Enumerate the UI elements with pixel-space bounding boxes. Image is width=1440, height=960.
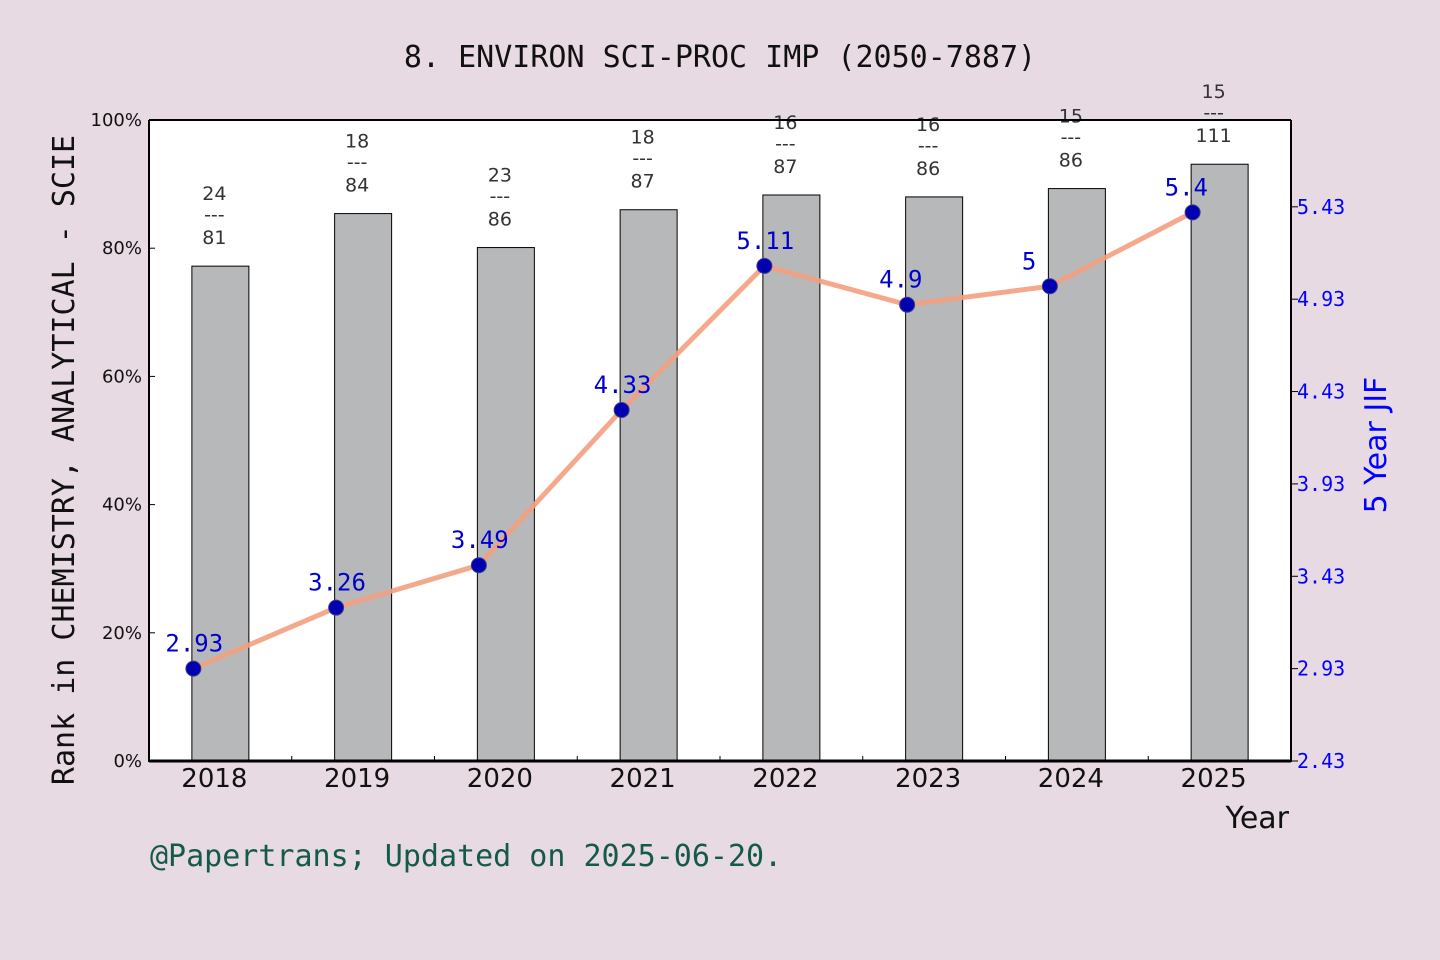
- right-tick-label: 2.93: [1297, 657, 1345, 681]
- rank-separator-2025: ---: [1203, 102, 1224, 124]
- rank-separator-2019: ---: [347, 152, 368, 174]
- footer-credit: @Papertrans; Updated on 2025-06-20.: [150, 839, 782, 874]
- jif-label-2025: 5.4: [1165, 173, 1208, 201]
- total-label-2020: 86: [488, 209, 512, 231]
- total-label-2019: 84: [345, 175, 369, 197]
- right-tick-label: 3.43: [1297, 564, 1345, 588]
- bar-2025: [1190, 163, 1249, 762]
- rank-label-2025: 15: [1202, 81, 1226, 103]
- jif-line: [192, 210, 1194, 671]
- bar-2019: [334, 213, 393, 762]
- x-tick-label: 2024: [1038, 764, 1104, 794]
- rank-label-2018: 24: [202, 183, 226, 205]
- bar-series: [191, 163, 1249, 762]
- rank-label-2021: 18: [631, 127, 655, 149]
- bar-2023: [905, 196, 964, 762]
- total-label-2021: 87: [631, 171, 655, 193]
- right-tick-label: 4.43: [1297, 380, 1345, 404]
- rank-label-2020: 23: [488, 165, 512, 187]
- left-tick-label: 60%: [102, 366, 142, 387]
- x-tick-label: 2025: [1181, 764, 1247, 794]
- x-axis-ticks: 2018 2019 2020 2021 2022 2023 2024 2025: [181, 756, 1247, 794]
- total-label-2018: 81: [202, 227, 226, 249]
- total-label-2023: 86: [916, 158, 940, 180]
- jif-label-2020: 3.49: [451, 526, 509, 554]
- jif-label-2022: 5.11: [736, 227, 794, 255]
- right-axis-ticks: 2.43 2.93 3.43 3.93 4.43 4.93 5.43: [1291, 195, 1345, 773]
- jif-label-2018: 2.93: [165, 630, 223, 658]
- rank-label-2019: 18: [345, 131, 369, 153]
- bar-2021: [619, 209, 678, 762]
- x-tick-label: 2022: [752, 764, 818, 794]
- jif-point-2025: [1184, 204, 1201, 221]
- rank-label-2024: 15: [1059, 106, 1083, 128]
- rank-separator-2021: ---: [632, 148, 653, 170]
- bar-2022: [762, 194, 821, 762]
- jif-point-2024: [1041, 278, 1058, 295]
- left-tick-label: 0%: [113, 751, 142, 772]
- rank-label-2023: 16: [916, 114, 940, 136]
- bar-2018: [191, 265, 250, 762]
- rank-separator-2023: ---: [918, 135, 939, 157]
- jif-point-2018: [185, 660, 202, 677]
- total-label-2024: 86: [1059, 150, 1083, 172]
- x-axis-label: Year: [1224, 801, 1289, 836]
- chart-title: 8. ENVIRON SCI-PROC IMP (2050-7887): [404, 40, 1036, 75]
- right-tick-label: 4.93: [1297, 287, 1345, 311]
- rank-separator-2018: ---: [204, 204, 225, 226]
- jif-label-2019: 3.26: [308, 569, 366, 597]
- plot-area: [149, 120, 1291, 761]
- x-tick-label: 2021: [610, 764, 676, 794]
- rank-separator-2022: ---: [775, 133, 796, 155]
- x-tick-label: 2023: [895, 764, 961, 794]
- right-tick-label: 5.43: [1297, 195, 1345, 219]
- jif-label-2021: 4.33: [594, 371, 652, 399]
- jif-point-2023: [899, 296, 916, 313]
- total-label-2025: 111: [1195, 125, 1231, 147]
- jif-line-series: 2.93 3.26 3.49 4.33 5.11 4.9 5 5.4: [165, 173, 1208, 677]
- left-axis-ticks: 0% 20% 40% 60% 80% 100%: [91, 110, 155, 772]
- x-tick-label: 2018: [181, 764, 247, 794]
- left-tick-label: 20%: [102, 623, 142, 644]
- rank-separator-2024: ---: [1061, 127, 1082, 149]
- total-label-2022: 87: [773, 156, 797, 178]
- jif-point-2021: [613, 402, 630, 419]
- rank-separator-2020: ---: [490, 186, 511, 208]
- right-tick-label: 3.93: [1297, 472, 1345, 496]
- left-tick-label: 100%: [91, 110, 142, 131]
- jif-point-2020: [470, 557, 487, 574]
- jif-point-2022: [756, 257, 773, 274]
- x-tick-label: 2020: [467, 764, 533, 794]
- bar-2020: [476, 247, 535, 762]
- jif-point-2019: [328, 599, 345, 616]
- jif-label-2023: 4.9: [879, 266, 922, 294]
- jif-label-2024: 5: [1022, 247, 1036, 275]
- y-axis-label: Rank in CHEMISTRY, ANALYTICAL - SCIE: [47, 135, 82, 785]
- left-tick-label: 40%: [102, 495, 142, 516]
- rank-label-2022: 16: [773, 112, 797, 134]
- x-tick-label: 2019: [324, 764, 390, 794]
- left-tick-label: 80%: [102, 238, 142, 259]
- right-tick-label: 2.43: [1297, 749, 1345, 773]
- y2-axis-label: 5 Year JIF: [1359, 377, 1394, 514]
